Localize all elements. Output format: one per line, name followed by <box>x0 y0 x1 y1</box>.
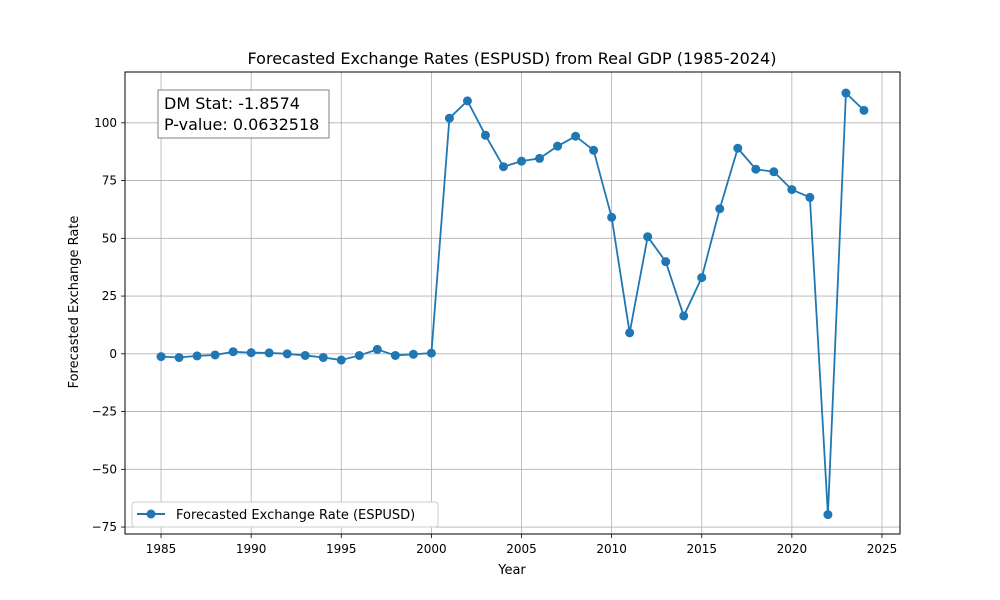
data-point <box>823 510 833 520</box>
data-point <box>372 344 382 354</box>
data-point <box>535 153 545 163</box>
data-point <box>282 349 292 359</box>
data-point <box>462 96 472 106</box>
data-point <box>607 212 617 222</box>
data-point <box>174 353 184 363</box>
data-point <box>733 143 743 153</box>
x-tick-label: 1990 <box>236 542 267 556</box>
data-point <box>571 131 581 141</box>
legend-entry-label: Forecasted Exchange Rate (ESPUSD) <box>176 508 415 523</box>
data-point <box>480 130 490 140</box>
data-point <box>841 88 851 98</box>
data-point <box>354 350 364 360</box>
y-tick-label: −25 <box>92 405 117 419</box>
data-point <box>390 350 400 360</box>
y-tick-label: 50 <box>102 231 117 245</box>
data-point <box>228 347 238 357</box>
data-point <box>318 353 328 363</box>
y-tick-label: 25 <box>102 289 117 303</box>
stats-annotation: DM Stat: -1.8574 P-value: 0.0632518 <box>157 89 330 139</box>
grid <box>125 72 900 534</box>
data-point <box>246 348 256 358</box>
data-point <box>156 352 166 362</box>
data-point <box>643 232 653 242</box>
x-tick-label: 2000 <box>416 542 447 556</box>
y-axis-label: Forecasted Exchange Rate <box>67 216 82 389</box>
y-tick-label: 75 <box>102 174 117 188</box>
x-tick-label: 2025 <box>867 542 898 556</box>
data-point <box>805 192 815 202</box>
data-point <box>517 156 527 166</box>
x-axis-label: Year <box>497 563 526 578</box>
data-point <box>625 328 635 338</box>
legend-marker-swatch <box>146 509 156 519</box>
data-point <box>769 167 779 177</box>
data-point <box>264 348 274 358</box>
x-tick-label: 2020 <box>777 542 808 556</box>
data-point <box>697 273 707 283</box>
series-layer <box>156 88 869 520</box>
p-value-text: P-value: 0.0632518 <box>164 115 319 134</box>
legend: Forecasted Exchange Rate (ESPUSD) <box>131 501 439 528</box>
data-point <box>661 257 671 267</box>
data-point <box>859 105 869 115</box>
legend-box <box>131 501 439 528</box>
data-point <box>553 141 563 151</box>
data-point <box>751 164 761 174</box>
axes <box>124 71 901 535</box>
y-tick-label: 100 <box>94 116 117 130</box>
data-point <box>715 204 725 214</box>
x-tick-label: 2005 <box>506 542 537 556</box>
data-point <box>336 355 346 365</box>
chart-title: Forecasted Exchange Rates (ESPUSD) from … <box>248 49 777 68</box>
ticks: 1985 1990 1995 2000 2005 2010 2015 2020 2025 −75 −… <box>92 116 898 556</box>
data-point <box>787 185 797 195</box>
x-tick-label: 2015 <box>686 542 717 556</box>
x-tick-label: 1995 <box>326 542 357 556</box>
y-tick-label: 0 <box>109 347 117 361</box>
plot-frame <box>124 71 901 535</box>
series-line <box>161 92 865 516</box>
dm-stat-text: DM Stat: -1.8574 <box>164 94 300 113</box>
data-point <box>300 350 310 360</box>
data-point <box>589 145 599 155</box>
data-point <box>444 113 454 123</box>
data-point <box>408 349 418 359</box>
y-tick-label: −50 <box>92 462 117 476</box>
data-point <box>498 162 508 172</box>
y-tick-label: −75 <box>92 520 117 534</box>
stats-annotation-box <box>157 89 330 139</box>
data-point <box>210 350 220 360</box>
x-tick-label: 2010 <box>596 542 627 556</box>
data-point <box>426 348 436 358</box>
x-tick-label: 1985 <box>146 542 177 556</box>
data-point <box>679 311 689 321</box>
data-point <box>192 351 202 361</box>
